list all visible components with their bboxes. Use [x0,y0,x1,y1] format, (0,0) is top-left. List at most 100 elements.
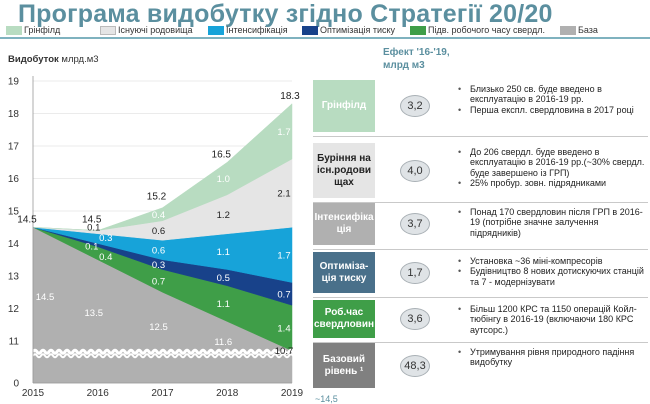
row-description: Установка ~36 міні-компресорівБудівництв… [458,256,648,287]
legend-item: Оптимізація тиску [302,24,408,36]
segment-label: 2.1 [277,189,290,200]
legend-item: Існуючі родовища [100,24,206,36]
legend-swatch [208,25,224,35]
row-separator [313,342,648,343]
bullet-text: Перша експл. свердловина в 2017 році [470,104,634,115]
y-axis-title: Видобуток млрд.м3 [8,54,99,65]
legend-label: Існуючі родовища [118,25,193,35]
segment-label: 0.4 [152,210,165,221]
bullet-text: Утримування рівня природного падіння вид… [470,347,635,368]
segment-label: 0.6 [152,246,165,257]
axis-break-wave [32,353,298,359]
y-tick-label: 12 [8,304,20,315]
legend-item: Грінфілд [6,24,98,36]
segment-label: 0.7 [152,276,165,287]
row-label: Грінфілд [313,80,375,132]
x-tick-label: 2019 [281,388,304,399]
x-tick-label: 2018 [216,388,239,399]
effect-badge: 3,6 [400,308,430,330]
effect-badge: 1,7 [400,261,430,284]
bullet-text: Будівництво 8 нових дотискуючих станцій … [470,266,644,287]
y-tick-label: 19 [8,77,20,88]
bullet-text: Близько 250 св. буде введено в експлуата… [470,84,602,105]
x-tick-label: 2017 [151,388,174,399]
effect-header: Ефект '16-'19, млрд м3 [383,46,450,72]
effect-header-line2: млрд м3 [383,60,425,71]
production-area-chart: 0 11 12 13 14 15 16 17 18 19 2015 2016 2017 2018 2019 1… [8,76,304,399]
segment-label: 11.6 [214,337,232,348]
legend-swatch [410,25,426,35]
row-separator [313,136,648,137]
segment-label: 1.7 [277,250,290,261]
effect-badge: 3,2 [400,95,430,117]
total-label: 14.5 [17,214,37,225]
segment-label: 1.1 [217,299,230,310]
bullet-item: Будівництво 8 нових дотискуючих станцій … [458,266,648,287]
y-tick-label: 0 [13,379,19,390]
x-tick-label: 2015 [22,388,45,399]
segment-label: 0.7 [277,289,290,300]
y-tick-label: 15 [8,207,20,218]
effect-header-line1: Ефект '16-'19, [383,47,450,58]
row-description: Більш 1200 КРС та 1150 операцій Койл-тюб… [458,304,648,335]
area-5 [32,103,293,231]
row-separator [313,297,648,298]
bullet-item: Перша експл. свердловина в 2017 році [458,105,648,115]
axis-break-wave [31,348,299,355]
bullet-text: 25% пробур. зовн. підрядниками [470,178,607,189]
bullet-text: Понад 170 свердловин після ГРП в 2016-19… [470,207,643,238]
y-tick-label: 11 [9,337,20,348]
segment-label: 0.1 [85,242,98,253]
bullet-text: До 206 свердл. буде введено в експлуатац… [470,147,645,178]
row-label: Буріння на існ.родови щах [313,143,375,198]
header-divider [0,37,650,39]
row-description: Близько 250 св. буде введено в експлуата… [458,84,648,115]
x-tick-label: 2016 [87,388,110,399]
bullet-text: Більш 1200 КРС та 1150 операцій Койл-тюб… [470,304,637,335]
row-label: Оптиміза- ція тиску [313,252,375,293]
y-tick-label: 16 [8,174,20,185]
legend-item: Інтенсифікація [208,24,300,36]
legend-label: Підв. робочого часу свердл. [428,25,545,35]
segment-label: 14.5 [36,292,55,303]
segment-label: 0.1 [87,223,100,234]
segment-label: 1.7 [277,127,290,138]
row-description: До 206 свердл. буде введено в експлуатац… [458,147,648,188]
footer-cut-text: ~14,5 [315,394,338,404]
bullet-item: Більш 1200 КРС та 1150 операцій Койл-тюб… [458,304,648,335]
legend-swatch [560,25,576,35]
legend-label: Грінфілд [24,25,61,35]
segment-label: 0.3 [99,233,112,244]
segment-label: 1.2 [217,210,230,221]
row-label: Базовий рівень ¹ [313,343,375,388]
effect-badge: 4,0 [400,159,430,182]
segment-label: 13.5 [85,308,104,319]
legend-label: Інтенсифікація [226,25,288,35]
y-axis-title-bold: Видобуток [8,54,59,65]
legend-swatch [6,25,22,35]
effect-badge: 3,7 [400,213,430,235]
segment-label: 0.4 [99,252,112,263]
bullet-item: Утримування рівня природного падіння вид… [458,347,648,368]
y-tick-label: 17 [8,142,20,153]
segment-label: 1.1 [217,247,230,258]
page-title: Програма видобутку згідно Стратегії 20/2… [18,0,553,28]
row-label: Інтенсифіка ція [313,203,375,245]
y-tick-label: 14 [8,239,20,250]
effect-badge: 48,3 [400,354,430,377]
legend-label: Оптимізація тиску [320,25,396,35]
legend-swatch [302,25,318,35]
total-label: 14.5 [82,214,102,225]
segment-label: 10.7 [275,346,294,357]
segment-label: 1.0 [217,174,230,185]
segment-label: 0.6 [152,226,165,237]
segment-label: 0.5 [217,273,230,284]
bullet-item: До 206 свердл. буде введено в експлуатац… [458,147,648,178]
y-tick-label: 18 [8,109,20,120]
row-description: Утримування рівня природного падіння вид… [458,347,648,368]
total-label: 16.5 [212,149,232,160]
total-label: 15.2 [147,192,167,203]
legend-label: База [578,25,598,35]
legend-item: База [560,24,620,36]
bullet-item: Близько 250 св. буде введено в експлуата… [458,84,648,105]
